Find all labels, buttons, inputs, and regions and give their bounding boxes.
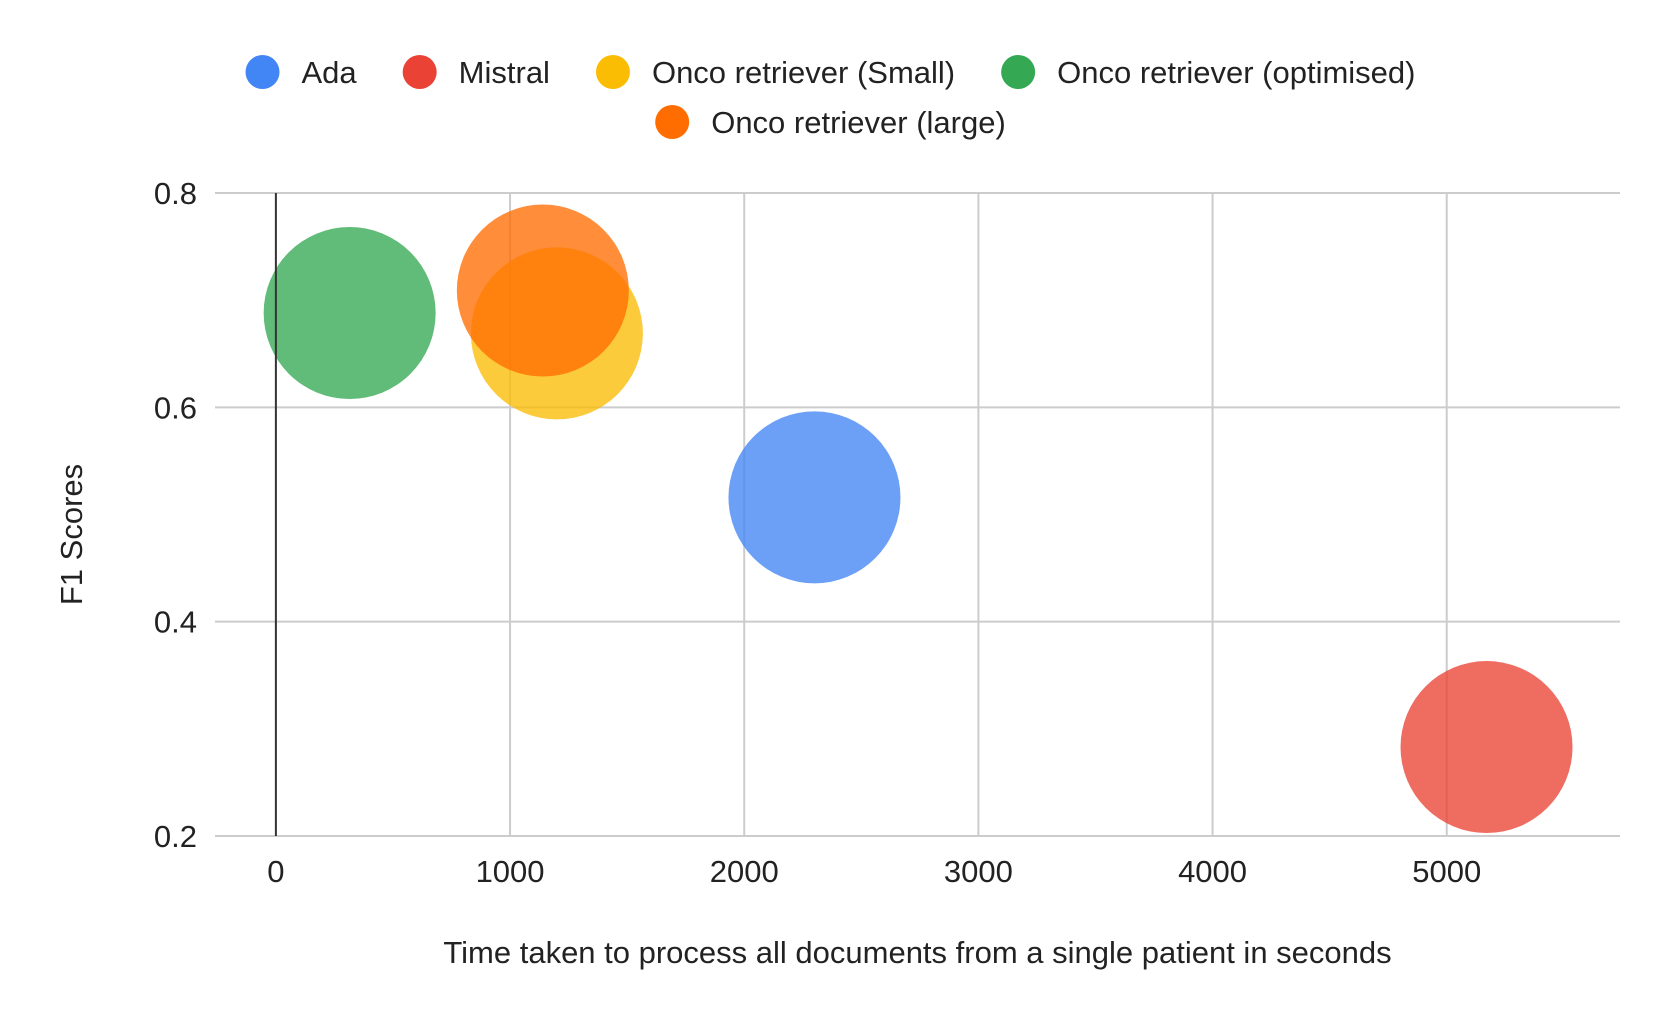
legend: Ada Mistral Onco retriever (Small) Onco ret… [245,55,1415,140]
bubble-ada [728,411,901,584]
legend-label: Onco retriever (optimised) [1057,55,1415,90]
bubble-onco-retriever-large [456,204,629,377]
legend-label: Ada [302,55,358,90]
legend-item: Ada [245,55,358,90]
legend-swatch [402,55,437,89]
y-axis-title: F1 Scores [54,464,89,605]
x-tick-label: 5000 [1412,854,1481,889]
legend-item: Onco retriever (large) [655,105,1006,140]
x-tick-label: 2000 [710,854,779,889]
bubbles [263,204,1573,834]
y-tick-label: 0.8 [154,176,197,211]
legend-label: Onco retriever (large) [711,105,1006,140]
bubble-mistral [1400,661,1573,834]
y-tick-label: 0.2 [154,819,197,854]
x-tick-label: 3000 [944,854,1013,889]
legend-item: Mistral [402,55,550,90]
legend-swatch [595,55,630,89]
x-tick-label: 0 [267,854,284,889]
y-tick-label: 0.6 [154,390,197,425]
x-tick-label: 1000 [476,854,545,889]
x-tick-label: 4000 [1178,854,1247,889]
y-tick-label: 0.4 [154,605,197,640]
axes: 0.2 0.4 0.6 0.8 0 1000 2000 3000 4000 5000 [154,176,1481,889]
legend-item: Onco retriever (Small) [595,55,955,90]
legend-swatch [1001,55,1036,89]
x-axis-title: Time taken to process all documents from… [443,935,1391,970]
legend-swatch [655,105,690,139]
bubble-onco-retriever-optimised [263,227,436,400]
legend-label: Mistral [459,55,550,90]
legend-item: Onco retriever (optimised) [1001,55,1415,90]
legend-swatch [245,55,280,89]
legend-label: Onco retriever (Small) [652,55,955,90]
